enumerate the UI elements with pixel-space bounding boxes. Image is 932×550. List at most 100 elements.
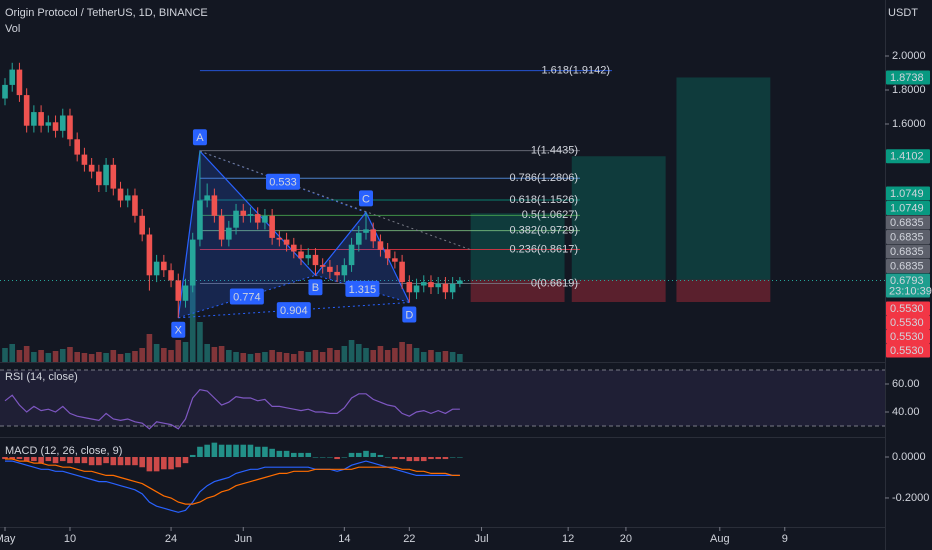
macd-histogram-bar: [305, 452, 312, 457]
macd-histogram-bar: [110, 457, 117, 466]
macd-histogram-bar: [399, 457, 405, 460]
candle-body: [132, 195, 138, 216]
price-label: 0.5530: [890, 331, 924, 343]
macd-histogram-bar: [9, 457, 16, 460]
price-label-box: [886, 244, 930, 259]
volume-bar: [269, 350, 275, 362]
macd-histogram-bar: [442, 457, 449, 460]
macd-histogram-bar: [175, 457, 182, 468]
candle-body: [175, 280, 182, 301]
candle-body: [283, 239, 290, 245]
candle-body: [406, 282, 413, 293]
candle-body: [16, 69, 23, 96]
price-label-box: [886, 215, 930, 230]
macd-histogram-bar: [31, 457, 37, 462]
macd-histogram-bar: [413, 457, 420, 462]
macd-histogram-bar: [298, 452, 304, 457]
candle-body: [117, 188, 124, 201]
volume-bar: [247, 354, 254, 362]
candle-body: [312, 254, 319, 266]
pattern-fill: [315, 212, 410, 303]
chart-title: Origin Protocol / TetherUS, 1D, BINANCE: [5, 7, 208, 19]
candle-body: [392, 258, 398, 262]
macd-histogram-bar: [406, 457, 413, 462]
macd-histogram-bar: [204, 444, 210, 457]
volume-bar: [449, 352, 456, 362]
volume-bar: [298, 351, 304, 362]
pattern-point: [308, 279, 323, 296]
price-label-box: [886, 230, 930, 245]
volume-bar: [103, 353, 109, 362]
volume-bar: [52, 351, 59, 362]
ratio-box: [276, 302, 311, 319]
x-tick-label: 10: [64, 533, 76, 545]
volume-bar: [204, 344, 210, 362]
candle-body: [298, 251, 304, 259]
candle-body: [428, 282, 434, 288]
candle-body: [38, 112, 44, 126]
macd-title: MACD (12, 26, close, 9): [5, 445, 122, 457]
candle-body: [254, 214, 261, 223]
macd-histogram-bar: [52, 457, 59, 464]
candle-body: [146, 234, 153, 276]
currency-label: USDT: [888, 7, 918, 19]
macd-histogram-bar: [189, 454, 196, 457]
candle-body: [189, 239, 196, 286]
volume-bar: [291, 354, 297, 362]
macd-histogram-bar: [226, 444, 232, 457]
macd-histogram-bar: [435, 457, 441, 460]
macd-histogram-bar: [139, 457, 145, 468]
macd-histogram-bar: [392, 457, 398, 460]
candle-body: [226, 227, 232, 240]
volume-bar: [377, 346, 384, 362]
macd-histogram-bar: [341, 457, 348, 458]
x-tick-label: Jun: [234, 533, 252, 545]
fib-label: 1(1.4435): [531, 145, 578, 157]
candle-body: [442, 283, 449, 293]
ratio-box: [345, 280, 380, 297]
price-label: 1.0749: [890, 202, 924, 214]
signal-line: [5, 458, 460, 505]
volume-bar: [9, 344, 16, 362]
macd-histogram-bar: [161, 457, 167, 470]
volume-bar: [435, 352, 441, 362]
candle-body: [449, 283, 456, 293]
position-target-zone: [676, 77, 771, 280]
volume-bar: [406, 344, 413, 362]
candle-body: [370, 229, 377, 242]
price-label-box: [886, 329, 930, 344]
candle-body: [197, 200, 203, 240]
volume-bar: [254, 353, 261, 362]
macd-histogram-bar: [67, 457, 73, 464]
price-label: 0.5530: [890, 317, 924, 329]
volume-bar: [319, 352, 326, 362]
macd-histogram-bar: [168, 457, 174, 470]
candle-body: [52, 122, 59, 131]
x-tick-label: Aug: [710, 533, 730, 545]
price-label-box: [886, 70, 930, 85]
volume-bar: [392, 348, 398, 362]
macd-tick-label: 0.0000: [892, 451, 926, 463]
macd-histogram-bar: [269, 448, 275, 457]
volume-bar: [327, 348, 333, 362]
macd-histogram-bar: [59, 457, 66, 462]
macd-histogram-bar: [74, 457, 80, 464]
candle-body: [233, 210, 239, 228]
candle-body: [399, 261, 405, 283]
price-label: 0.6793: [890, 275, 924, 287]
volume-bar: [139, 348, 145, 362]
macd-histogram-bar: [370, 452, 377, 457]
candle-body: [81, 154, 88, 165]
pattern-point-label: X: [175, 325, 183, 337]
macd-histogram-bar: [334, 457, 340, 460]
candle-body: [204, 195, 210, 201]
x-tick-label: May: [0, 533, 16, 545]
macd-histogram-bar: [218, 444, 225, 457]
pattern-point-label: D: [405, 309, 413, 321]
volume-bar: [59, 349, 66, 362]
x-tick-label: 22: [403, 533, 415, 545]
candle-body: [124, 195, 131, 201]
price-label: 1.0749: [890, 188, 924, 200]
macd-histogram-bar: [377, 454, 384, 457]
